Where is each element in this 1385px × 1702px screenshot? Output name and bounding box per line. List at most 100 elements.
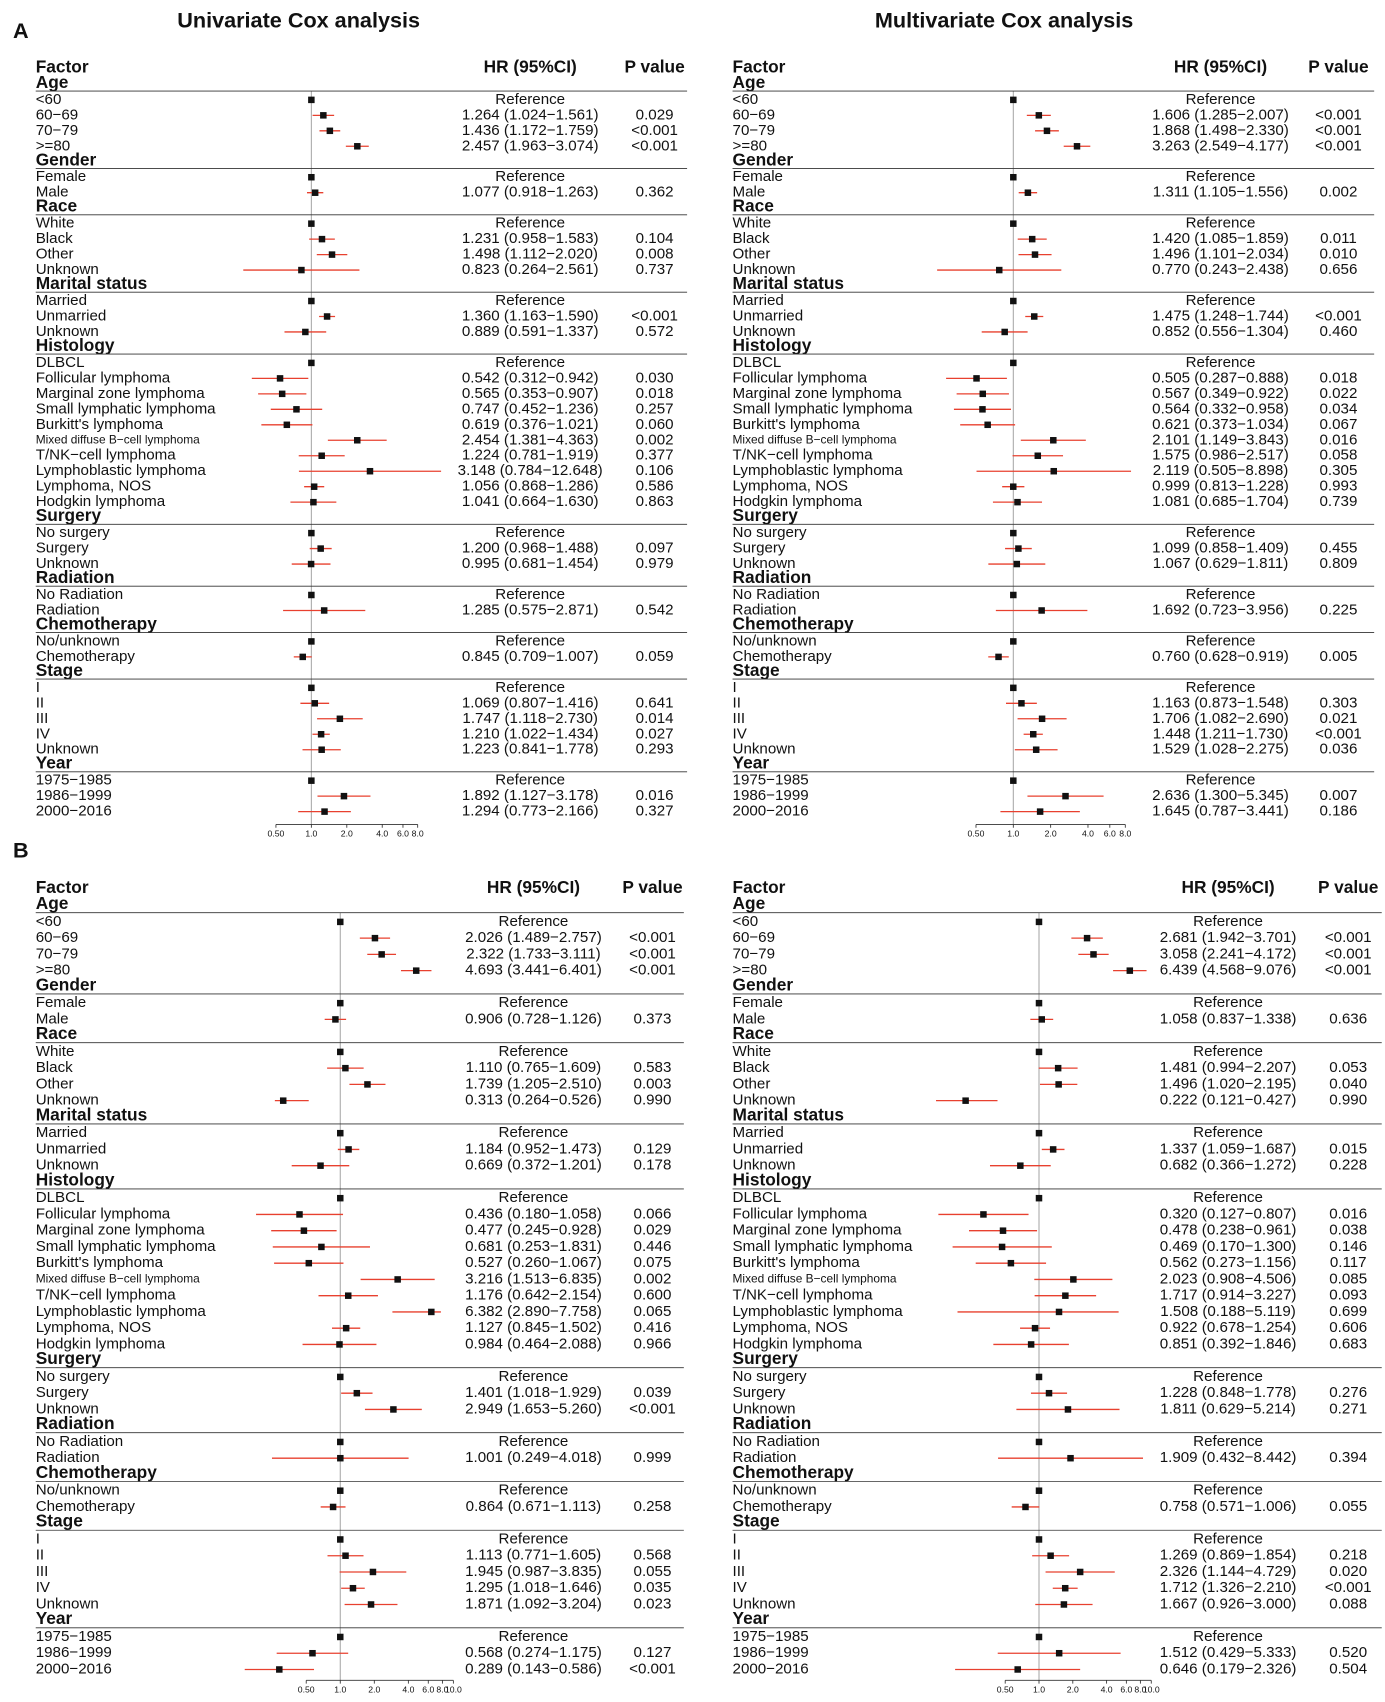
factor-level: 1986−1999 xyxy=(733,787,809,804)
p-value: <0.001 xyxy=(629,1400,676,1417)
hr-ci: 0.995 (0.681−1.454) xyxy=(462,555,599,572)
hr-ci: 1.264 (1.024−1.561) xyxy=(462,106,599,123)
p-value: <0.001 xyxy=(629,1660,676,1677)
hr-ci: 0.313 (0.264−0.526) xyxy=(465,1092,602,1109)
hr-point xyxy=(337,1194,344,1202)
p-value: 0.016 xyxy=(636,787,674,804)
hr-ci: 0.984 (0.464−2.088) xyxy=(465,1335,602,1352)
p-value: 0.060 xyxy=(636,416,674,433)
p-value: 0.016 xyxy=(1320,431,1358,448)
hr-point xyxy=(278,390,286,398)
reference-label: Reference xyxy=(1193,1628,1263,1645)
hr-ci: 1.110 (0.765−1.609) xyxy=(466,1059,602,1076)
hr-point xyxy=(1027,1341,1035,1348)
hr-ci: 1.475 (1.248−1.744) xyxy=(1152,307,1289,324)
factor-level: Married xyxy=(733,1124,784,1141)
header: Factor xyxy=(733,56,786,76)
x-tick-label: 6.0 xyxy=(1104,829,1116,839)
p-value: 0.075 xyxy=(634,1254,672,1271)
factor-level: Follicular lymphoma xyxy=(36,369,171,386)
hr-ci: 1.224 (0.781−1.919) xyxy=(462,447,599,464)
x-tick-label: 2.0 xyxy=(1067,1684,1079,1694)
factor-level: 1986−1999 xyxy=(733,1644,809,1661)
hr-point xyxy=(1013,560,1021,568)
group-label: Age xyxy=(733,72,766,92)
hr-point xyxy=(364,1081,371,1088)
p-value: 0.146 xyxy=(1329,1238,1367,1255)
factor-level: Lymphoma, NOS xyxy=(733,1319,848,1336)
x-tick-label: 2.0 xyxy=(341,829,353,839)
factor-level: III xyxy=(733,710,746,727)
hr-ci: 1.868 (1.498−2.330) xyxy=(1152,122,1289,139)
hr-ci: 6.382 (2.890−7.758) xyxy=(465,1303,602,1320)
hr-point xyxy=(1010,591,1017,599)
reference-label: Reference xyxy=(499,1124,569,1141)
hr-point xyxy=(1014,498,1021,506)
header: HR (95%CI) xyxy=(1181,877,1274,897)
p-value: 0.218 xyxy=(1329,1547,1367,1564)
reference-label: Reference xyxy=(1186,292,1256,309)
factor-level: Female xyxy=(733,994,783,1011)
hr-ci: 1.481 (0.994−2.207) xyxy=(1160,1059,1297,1076)
p-value: 0.065 xyxy=(634,1303,672,1320)
hr-point xyxy=(1022,1503,1029,1511)
factor-level: 1975−1985 xyxy=(733,1628,809,1645)
x-tick-label: 4.0 xyxy=(1082,829,1094,839)
p-value: <0.001 xyxy=(1315,307,1362,324)
hr-ci: 0.567 (0.349−0.922) xyxy=(1152,385,1289,402)
hr-point xyxy=(353,1389,361,1397)
reference-label: Reference xyxy=(1186,168,1256,185)
group-label: Age xyxy=(36,893,69,913)
hr-point xyxy=(337,1438,344,1446)
p-value: 0.016 xyxy=(1329,1205,1367,1222)
hr-point xyxy=(1014,1666,1021,1673)
hr-point xyxy=(337,999,344,1007)
hr-ci: 1.575 (0.986−2.517) xyxy=(1152,447,1289,464)
hr-point xyxy=(305,1259,313,1267)
header: HR (95%CI) xyxy=(484,56,577,76)
hr-ci: 0.289 (0.143−0.586) xyxy=(465,1660,602,1677)
hr-point xyxy=(337,1373,344,1381)
hr-point xyxy=(354,143,361,150)
hr-point xyxy=(308,638,315,645)
factor-level: Chemotherapy xyxy=(733,648,833,665)
hr-ci: 1.269 (0.869−1.854) xyxy=(1160,1547,1297,1564)
factor-level: I xyxy=(36,1530,40,1547)
factor-level: 2000−2016 xyxy=(36,1660,112,1677)
factor-level: III xyxy=(36,1563,49,1580)
p-value: 0.029 xyxy=(636,106,674,123)
p-value: 0.030 xyxy=(636,369,674,386)
hr-point xyxy=(340,792,348,800)
factor-level: IV xyxy=(36,1579,51,1596)
factor-level: Married xyxy=(36,292,87,309)
x-tick-label: 8.0 xyxy=(436,1684,448,1694)
p-value: 0.228 xyxy=(1329,1157,1367,1174)
factor-level: No Radiation xyxy=(36,586,123,603)
hr-ci: 0.922 (0.678−1.254) xyxy=(1160,1319,1297,1336)
p-value: 0.003 xyxy=(634,1075,672,1092)
hr-point xyxy=(998,1243,1006,1251)
factor-level: No surgery xyxy=(733,1368,807,1385)
reference-label: Reference xyxy=(495,586,565,603)
hr-point xyxy=(1010,297,1017,305)
p-value: 0.066 xyxy=(634,1205,672,1222)
factor-level: Unknown xyxy=(733,741,796,758)
p-value: 0.055 xyxy=(1329,1498,1367,1515)
p-value: 0.039 xyxy=(634,1384,672,1401)
hr-point xyxy=(1126,967,1134,974)
factor-level: Other xyxy=(733,246,771,263)
p-value: 0.129 xyxy=(634,1140,672,1157)
p-value: <0.001 xyxy=(1325,945,1372,962)
hr-ci: 1.001 (0.249−4.018) xyxy=(465,1449,602,1466)
x-tick-label: 1.0 xyxy=(334,1684,346,1694)
header: P value xyxy=(1318,877,1379,897)
hr-point xyxy=(1010,96,1017,104)
factor-level: 60−69 xyxy=(733,106,775,123)
factor-level: DLBCL xyxy=(36,354,85,371)
hr-ci: 1.871 (1.092−3.204) xyxy=(465,1595,602,1612)
factor-level: I xyxy=(36,679,40,696)
hr-point xyxy=(1070,1276,1077,1283)
reference-label: Reference xyxy=(495,524,565,541)
hr-point xyxy=(337,1633,344,1641)
header: Factor xyxy=(733,877,786,897)
